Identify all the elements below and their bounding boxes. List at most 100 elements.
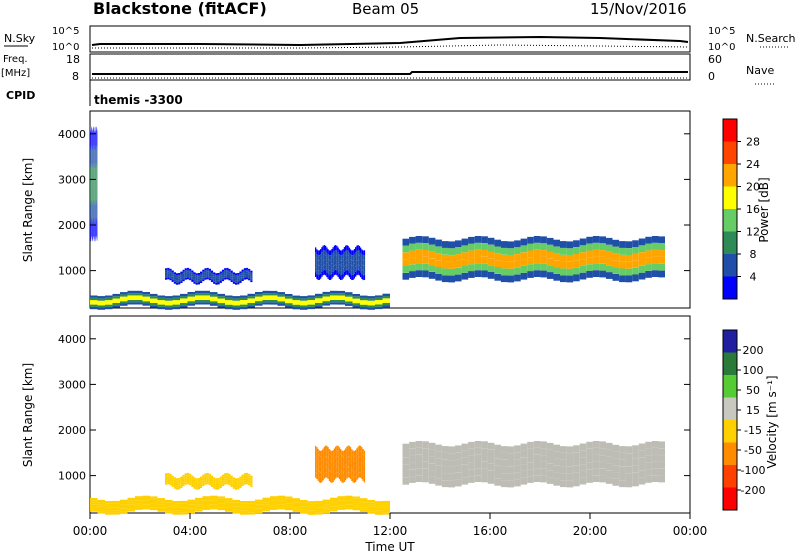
range-gate-cell — [332, 266, 334, 272]
range-gate-cell — [317, 275, 319, 280]
range-gate-cell — [247, 302, 255, 306]
range-gate-cell — [415, 270, 423, 277]
range-gate-cell — [328, 250, 331, 256]
range-gate-cell — [428, 477, 436, 484]
range-gate-cell — [322, 501, 330, 505]
range-gate-cell — [213, 274, 216, 277]
range-gate-cell — [507, 453, 515, 460]
range-gate-cell — [326, 272, 328, 278]
range-gate-cell — [331, 263, 333, 269]
range-gate-cell — [210, 495, 218, 498]
range-gate-cell — [235, 485, 238, 488]
range-gate-cell — [341, 455, 343, 462]
range-gate-cell — [638, 265, 646, 273]
range-gate-cell — [165, 296, 173, 299]
range-gate-cell — [169, 274, 172, 277]
range-gate-cell — [321, 271, 323, 277]
range-gate-cell — [262, 295, 270, 298]
range-gate-cell — [307, 510, 315, 513]
range-gate-cell — [105, 306, 113, 310]
range-gate-cell — [90, 502, 98, 505]
range-gate-cell — [240, 512, 248, 515]
range-gate-cell — [165, 506, 173, 509]
range-gate-cell — [573, 472, 580, 480]
range-gate-cell — [204, 473, 207, 476]
range-gate-cell — [200, 476, 203, 479]
range-gate-cell — [217, 485, 220, 488]
range-gate-cell — [658, 263, 665, 271]
range-gate-cell — [341, 471, 343, 478]
range-gate-cell — [625, 446, 633, 454]
range-gate-cell — [173, 276, 176, 278]
range-gate-cell — [215, 480, 218, 483]
range-gate-cell — [230, 274, 233, 277]
range-gate-cell — [330, 450, 332, 456]
range-gate-cell — [182, 273, 185, 276]
power-ylabel: Slant Range [km] — [21, 158, 35, 262]
range-gate-cell — [605, 463, 613, 471]
noise-tick-low-left: 10^0 — [52, 42, 79, 53]
range-gate-cell — [619, 459, 626, 467]
range-gate-cell — [219, 279, 222, 281]
range-gate-cell — [328, 275, 331, 280]
range-gate-cell — [540, 250, 547, 257]
range-gate-cell — [356, 474, 358, 481]
range-gate-cell — [322, 499, 330, 502]
range-gate-cell — [363, 250, 366, 256]
range-gate-cell — [343, 271, 346, 277]
range-gate-cell — [346, 462, 348, 468]
range-gate-cell — [353, 456, 355, 462]
range-gate-cell — [285, 300, 293, 304]
range-gate-cell — [243, 277, 246, 280]
range-gate-cell — [625, 275, 633, 283]
range-gate-cell — [210, 292, 218, 295]
range-gate-cell — [241, 478, 244, 481]
range-gate-cell — [315, 467, 317, 473]
range-gate-cell — [165, 480, 168, 483]
range-gate-cell — [316, 274, 318, 279]
range-gate-cell — [184, 275, 187, 278]
range-gate-cell — [435, 458, 442, 466]
range-gate-cell — [221, 269, 225, 272]
nave-label: Nave — [746, 64, 774, 77]
range-gate-cell — [237, 483, 240, 486]
range-gate-cell — [560, 473, 567, 481]
range-gate-cell — [285, 296, 293, 299]
range-gate-cell — [422, 441, 429, 449]
range-gate-cell — [632, 465, 639, 473]
range-gate-cell — [210, 475, 214, 478]
range-gate-cell — [402, 464, 410, 471]
range-gate-cell — [351, 475, 353, 481]
range-gate-cell — [428, 272, 436, 279]
range-gate-cell — [358, 255, 361, 261]
range-gate-cell — [210, 294, 218, 297]
range-gate-cell — [330, 293, 338, 296]
y-tick-label: 2000 — [58, 219, 86, 232]
range-gate-cell — [345, 502, 353, 505]
range-gate-cell — [180, 279, 183, 282]
y-tick-label: 1000 — [58, 265, 86, 278]
range-gate-cell — [189, 481, 192, 484]
range-gate-cell — [500, 466, 508, 474]
range-gate-cell — [193, 486, 196, 489]
range-gate-cell — [448, 255, 455, 262]
range-gate-cell — [315, 252, 317, 258]
range-gate-cell — [367, 305, 375, 308]
range-gate-cell — [232, 486, 235, 489]
range-gate-cell — [330, 250, 332, 256]
range-gate-cell — [435, 253, 442, 261]
range-gate-cell — [270, 505, 278, 508]
range-gate-cell — [487, 456, 495, 464]
range-gate-cell — [315, 267, 317, 273]
range-gate-cell — [105, 300, 113, 303]
range-gate-cell — [189, 270, 192, 273]
range-gate-cell — [277, 502, 285, 505]
range-gate-cell — [180, 273, 183, 276]
range-gate-cell — [208, 477, 211, 480]
range-gate-cell — [270, 503, 278, 506]
range-gate-cell — [127, 300, 135, 303]
range-gate-cell — [348, 252, 351, 258]
range-gate-cell — [219, 482, 222, 485]
range-gate-cell — [351, 459, 353, 465]
range-gate-cell — [494, 472, 501, 479]
